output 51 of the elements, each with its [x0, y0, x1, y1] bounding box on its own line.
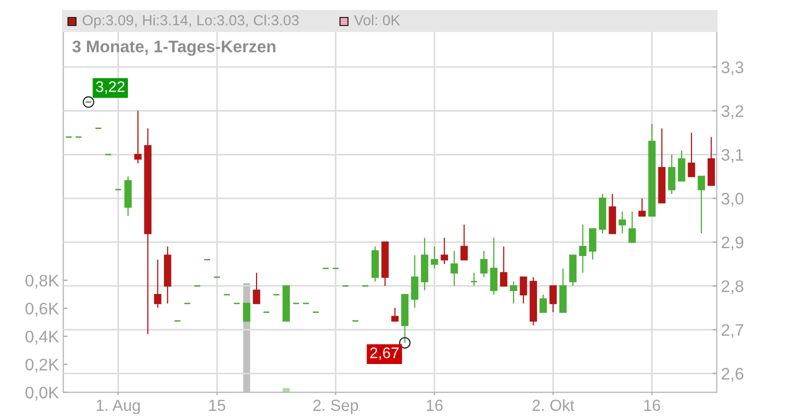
candlestick	[243, 302, 250, 322]
x-tick-label: 16	[426, 400, 443, 411]
candlestick	[460, 224, 468, 260]
candlestick	[490, 237, 498, 296]
y2-tick-label: 0,2K	[26, 358, 59, 372]
text: Op:3.09, Hi:3.14, Lo:3.03, Cl:3.03	[82, 14, 299, 28]
candlestick	[450, 250, 458, 286]
candlestick	[688, 132, 696, 178]
annotation: 2,67	[370, 347, 399, 360]
candlestick	[500, 246, 508, 287]
candlestick	[678, 150, 686, 182]
annotation: 3,22	[96, 81, 124, 94]
candlestick	[540, 294, 547, 313]
x-tick-label: 2. Sep	[313, 400, 358, 414]
y-tick-label: 2,9	[722, 236, 744, 250]
candlestick	[698, 176, 706, 234]
candlestick	[154, 259, 162, 308]
candlestick	[668, 154, 676, 195]
candlestick	[638, 198, 646, 217]
y-tick-label: 2,6	[722, 368, 744, 382]
candlestick	[391, 307, 399, 322]
y2-tick-label: 0,8K	[26, 274, 59, 288]
y2-tick-label: 0,0K	[26, 386, 59, 400]
candlestick	[520, 276, 528, 304]
candlestick	[411, 254, 418, 308]
y-tick-label: 3,3	[722, 61, 744, 76]
y-tick-label: 2,8	[722, 280, 744, 294]
x-tick-label: 2. Okt	[532, 399, 574, 411]
y-tick-label: 3,0	[722, 192, 744, 207]
candlestick	[628, 210, 636, 243]
candlestick	[549, 285, 557, 313]
candlestick	[510, 280, 518, 304]
candlestick	[588, 228, 596, 260]
text: Vol: 0K	[354, 14, 400, 26]
candlestick	[470, 272, 478, 286]
y-tick-label: 2,7	[722, 324, 744, 338]
candlestick	[480, 250, 488, 278]
candlestick	[440, 237, 448, 265]
y-tick-label: 3,2	[722, 105, 744, 119]
candlestick	[430, 246, 438, 269]
candlestick	[579, 224, 586, 274]
chart-title: 3 Monate, 1-Tages-Kerzen	[72, 40, 276, 56]
y2-tick-label: 0,4K	[26, 330, 59, 344]
x-tick-label: 15	[209, 400, 226, 411]
x-tick-label: 1. Aug	[96, 400, 140, 414]
candlestick	[618, 210, 626, 234]
x-tick-label: 16	[644, 400, 660, 411]
candlestick	[134, 110, 142, 164]
y2-tick-label: 0,6K	[26, 302, 59, 316]
y-tick-label: 3,1	[722, 148, 744, 163]
candlestick	[252, 272, 260, 304]
